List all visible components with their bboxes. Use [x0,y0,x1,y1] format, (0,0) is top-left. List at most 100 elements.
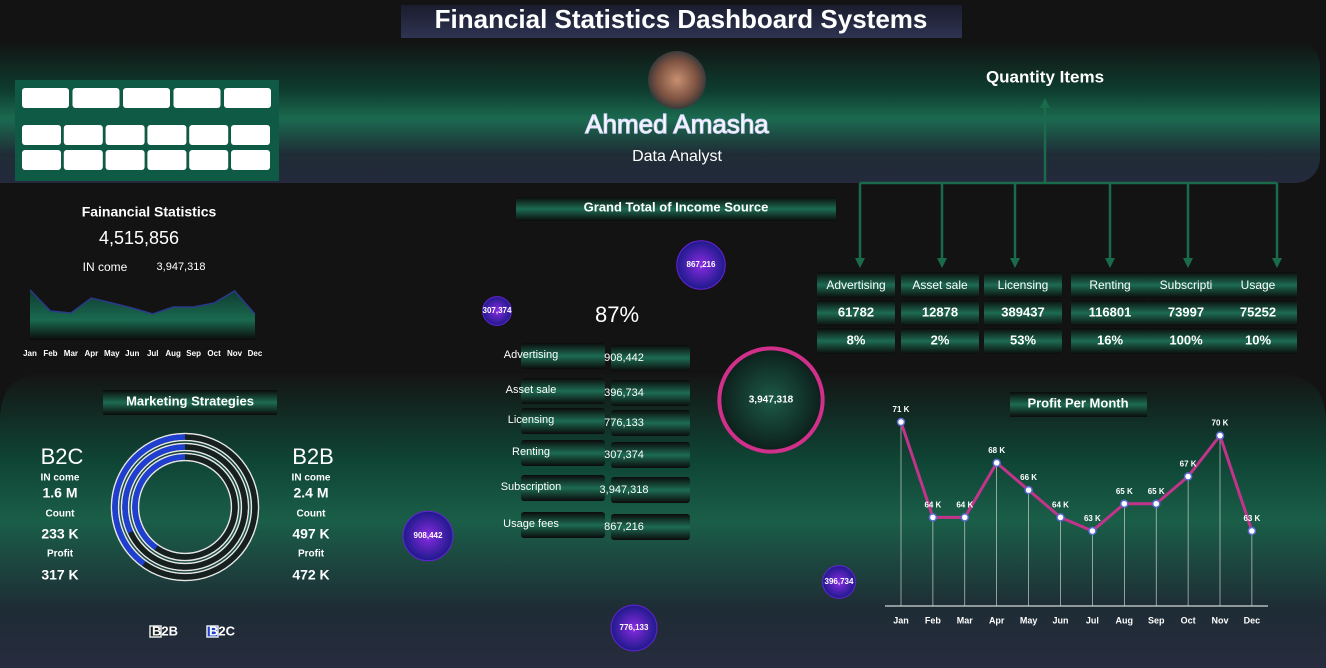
ring-segment [132,454,186,551]
month-label[interactable]: Dec [241,154,261,166]
value-label: 67 K [1180,460,1197,469]
year-button[interactable] [123,88,170,108]
ring-segment [128,444,248,570]
bubble-label: 776,133 [620,623,649,632]
year-button[interactable] [22,88,69,108]
income-source-value: 776,133 [604,417,644,429]
income-label-cell [521,378,605,404]
x-tick-label: Oct [207,349,221,358]
month-label[interactable]: Feb [74,129,93,141]
value-label: 65 K [1148,487,1165,496]
month-button[interactable] [231,150,270,170]
quantity-name: Asset sale [912,278,968,292]
marketing-title: Marketing Strategies [126,393,254,408]
month-button[interactable] [189,125,229,145]
quantity-count: 389437 [1001,304,1044,319]
metric-value: 317 K [41,567,78,583]
x-tick-label: Sep [1148,615,1165,625]
quantity-count: 116801 [1089,304,1132,319]
month-label[interactable]: Nov [199,154,219,166]
month-label[interactable]: May [198,129,219,141]
quantity-cell [1219,300,1297,326]
quantity-name: Usage [1241,278,1276,292]
x-tick-label: Jul [147,349,159,358]
value-label: 63 K [1084,514,1101,523]
year-label[interactable]: 2023 [185,92,209,104]
month-button[interactable] [231,125,270,145]
month-label[interactable]: Jan [33,129,51,141]
month-button[interactable] [63,150,103,170]
metric-value: 233 K [41,526,78,542]
year-button[interactable] [173,88,221,108]
year-button[interactable] [72,88,120,108]
legend-swatch [206,625,219,638]
x-tick-label: Jun [1052,615,1068,625]
quantity-cell [817,272,895,298]
year-label[interactable]: 2020 [33,92,57,104]
x-tick-label: Nov [1211,615,1228,625]
quantity-cell [1071,272,1149,298]
month-label[interactable]: Sep [115,154,135,166]
month-label[interactable]: Oct [158,154,175,166]
quantity-share: 100% [1169,332,1203,347]
income-source-name: Renting [512,446,550,458]
x-tick-label: Feb [925,615,942,625]
year-label[interactable]: 2022 [134,92,158,104]
profit-line [899,421,1254,533]
year-label[interactable]: 2024 [235,92,259,104]
value-label: 64 K [1052,500,1069,509]
month-label[interactable]: Mar [116,129,135,141]
quantity-cell [817,300,895,326]
profit-point [1183,472,1193,481]
month-button[interactable] [147,150,187,170]
quantity-name: Licensing [998,278,1049,292]
quantity-title: Quantity Items [986,67,1104,86]
value-label: 63 K [1243,514,1260,523]
month-button[interactable] [105,150,145,170]
month-button[interactable] [105,125,145,145]
income-source-value: 867,216 [604,521,644,533]
income-title: Grand Total of Income Source [584,199,769,214]
profit-point [1056,513,1065,522]
month-label[interactable]: Aug [74,154,94,166]
quantity-share: 10% [1245,332,1271,347]
year-button[interactable] [224,88,271,108]
ring-segment [142,434,258,580]
ring-segment [122,444,186,534]
marketing-title-box [103,390,277,415]
metric-label: IN come [41,473,80,484]
quantity-cell [1147,328,1225,354]
analyst-role: Data Analyst [632,148,722,165]
ring-segment [112,434,186,566]
metric-value: 1.6 M [42,485,77,501]
income-source-name: Usage fees [503,518,559,530]
month-button[interactable] [22,125,61,145]
income-value-cell [611,410,690,436]
income-source-value: 307,374 [604,449,644,461]
legend-label: B2C [209,623,236,638]
profit-point [992,458,1001,468]
month-label[interactable]: Apr [158,129,175,141]
bubble-label: 3,947,318 [749,395,794,406]
year-label[interactable]: 2021 [84,92,108,104]
month-button[interactable] [189,150,229,170]
month-button[interactable] [147,125,187,145]
month-button[interactable] [22,150,61,170]
quantity-share: 8% [847,332,866,347]
income-label-cell [521,440,605,466]
value-label: 71 K [893,405,910,414]
month-button[interactable] [63,125,103,145]
x-tick-label: Nov [227,349,243,358]
x-tick-label: Dec [1244,615,1261,625]
income-label-cell [521,512,605,538]
profit-point [896,417,906,427]
x-tick-label: Sep [186,349,201,358]
value-label: 64 K [924,500,941,509]
profit-title: Profit Per Month [1027,395,1128,410]
month-label[interactable]: Jun [242,129,260,141]
quantity-count: 75252 [1240,304,1276,319]
x-tick-label: Dec [248,349,263,358]
profit-point [1151,499,1161,508]
month-label[interactable]: Jul [34,154,48,166]
